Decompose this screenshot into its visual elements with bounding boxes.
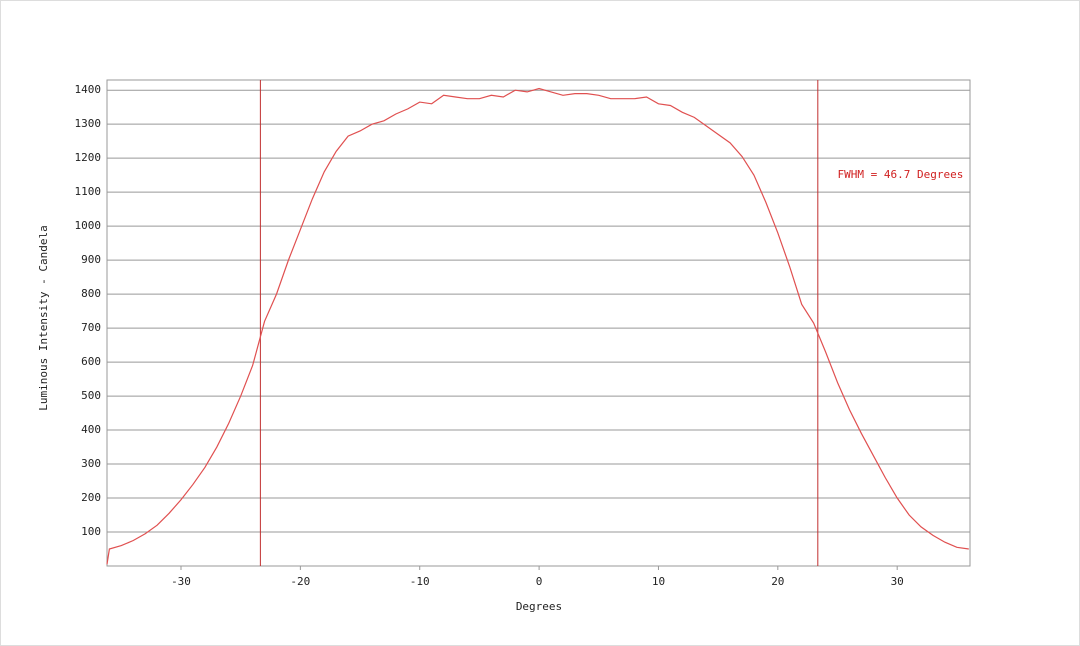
y-tick-label: 1300: [75, 117, 102, 130]
x-tick-label: -30: [171, 575, 191, 588]
y-tick-label: 400: [81, 423, 101, 436]
y-tick-label: 100: [81, 525, 101, 538]
x-tick-label: 20: [771, 575, 784, 588]
x-tick-label: 10: [652, 575, 665, 588]
y-tick-label: 300: [81, 457, 101, 470]
y-tick-label: 1400: [75, 83, 102, 96]
x-axis-label: Degrees: [516, 600, 562, 613]
plot-area: [106, 79, 971, 567]
x-tick-label: 30: [891, 575, 904, 588]
data-line: [106, 87, 969, 565]
y-tick-label: 1200: [75, 151, 102, 164]
x-tick-label: 0: [536, 575, 543, 588]
y-tick-label: 900: [81, 253, 101, 266]
y-axis-label: Luminous Intensity - Candela: [37, 225, 50, 410]
x-tick-label: -20: [290, 575, 310, 588]
annotation: FWHM = 46.7 Degrees: [838, 168, 964, 181]
y-tick-label: 200: [81, 491, 101, 504]
y-tick-label: 1100: [75, 185, 102, 198]
y-tick-label: 700: [81, 321, 101, 334]
y-tick-label: 800: [81, 287, 101, 300]
y-tick-label: 500: [81, 389, 101, 402]
x-tick-label: -10: [410, 575, 430, 588]
y-tick-label: 600: [81, 355, 101, 368]
y-tick-label: 1000: [75, 219, 102, 232]
